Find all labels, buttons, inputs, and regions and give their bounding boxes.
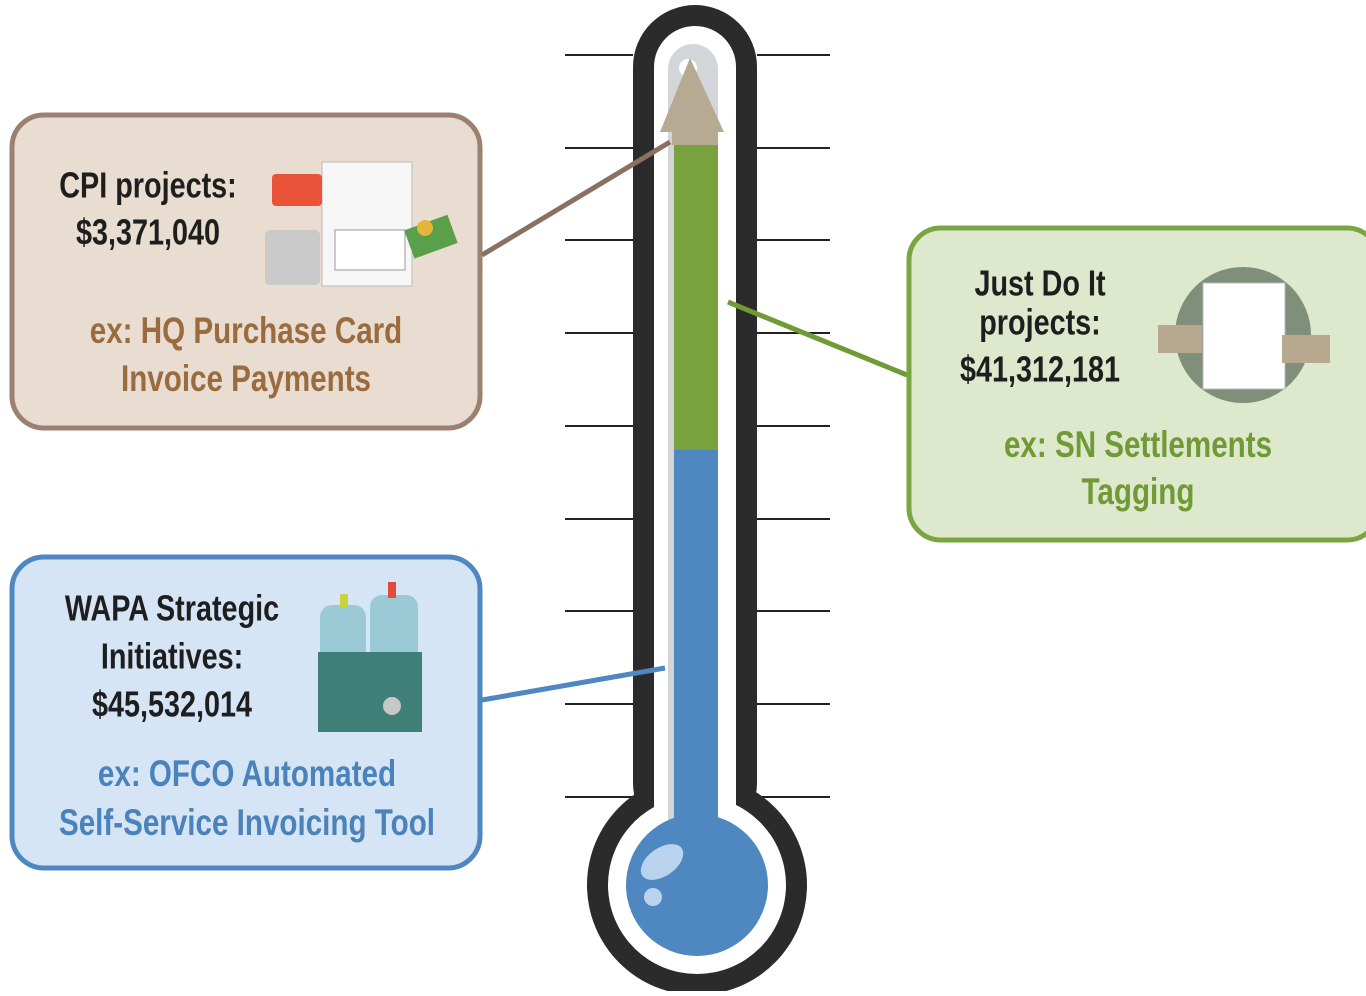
infographic: CPI projects: $3,371,040 ex: HQ Purchase… (0, 0, 1366, 991)
thermometer (587, 5, 807, 991)
box-title: Just Do It (974, 262, 1105, 303)
box-example: Self-Service Invoicing Tool (59, 803, 435, 844)
box-title: WAPA Strategic (65, 587, 279, 628)
box-amount: $3,371,040 (76, 211, 220, 252)
box-example: ex: SN Settlements (1004, 425, 1272, 466)
box-amount: $45,532,014 (92, 683, 252, 724)
box-amount: $41,312,181 (960, 348, 1120, 389)
box-title: projects: (979, 301, 1101, 342)
jdi-box: Just Do It projects: $41,312,181 ex: SN … (909, 228, 1366, 540)
box-example: Tagging (1082, 472, 1195, 513)
cpi-box: CPI projects: $3,371,040 ex: HQ Purchase… (12, 115, 480, 428)
box-example: ex: OFCO Automated (98, 754, 396, 795)
box-example: ex: HQ Purchase Card (90, 311, 403, 352)
box-title: CPI projects: (59, 164, 237, 205)
box-title: Initiatives: (101, 635, 243, 676)
wapa-box: WAPA Strategic Initiatives: $45,532,014 … (12, 557, 480, 868)
box-example: Invoice Payments (121, 359, 371, 400)
